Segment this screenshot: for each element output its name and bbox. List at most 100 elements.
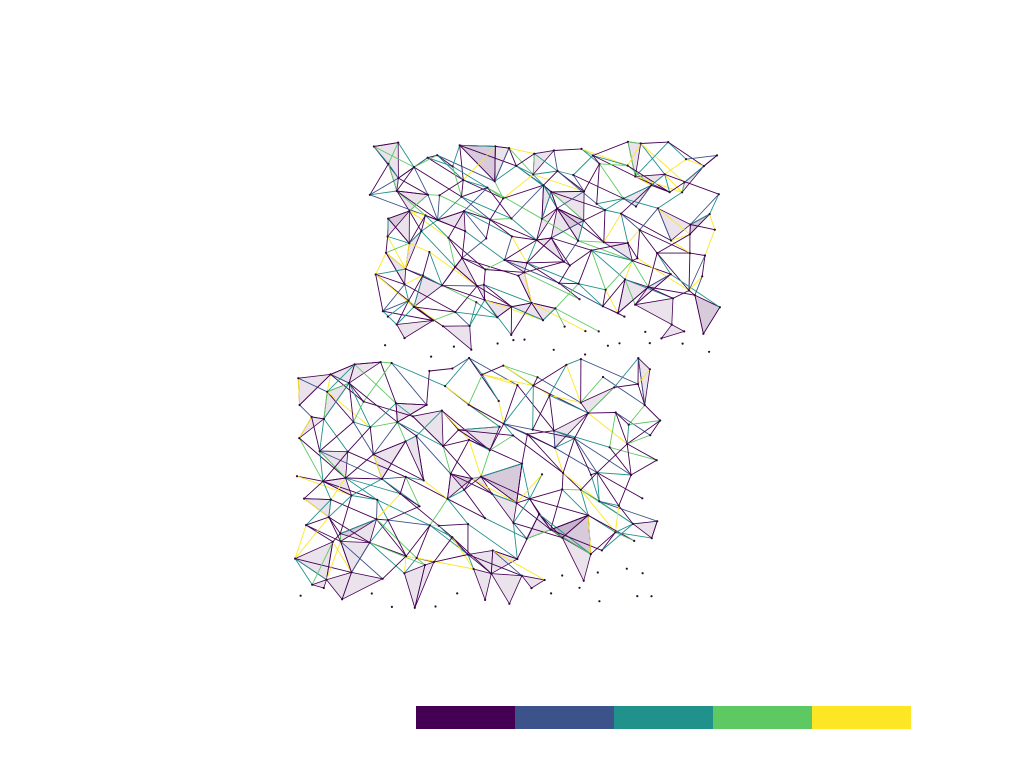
edge bbox=[627, 143, 642, 166]
edge bbox=[416, 410, 443, 437]
edge bbox=[537, 376, 581, 403]
edge bbox=[550, 514, 589, 531]
edge bbox=[385, 236, 389, 253]
edge bbox=[328, 495, 352, 518]
edge bbox=[604, 198, 624, 211]
edge bbox=[489, 435, 514, 451]
node bbox=[530, 301, 533, 304]
node bbox=[633, 539, 636, 543]
edge bbox=[373, 454, 424, 481]
edge bbox=[562, 514, 589, 539]
node bbox=[713, 228, 716, 231]
edge bbox=[549, 394, 581, 404]
node bbox=[341, 598, 344, 601]
node bbox=[381, 577, 384, 580]
edge bbox=[526, 262, 560, 284]
node bbox=[565, 363, 568, 366]
node bbox=[426, 193, 429, 196]
edge bbox=[492, 550, 545, 581]
edge bbox=[690, 224, 715, 231]
node bbox=[540, 473, 544, 476]
edge bbox=[521, 463, 531, 499]
edge bbox=[463, 476, 482, 491]
node bbox=[411, 415, 414, 418]
node bbox=[446, 497, 449, 500]
edge bbox=[423, 480, 448, 500]
edge bbox=[463, 179, 488, 189]
node bbox=[451, 165, 454, 168]
edge bbox=[572, 155, 594, 176]
node bbox=[310, 415, 313, 418]
edge bbox=[511, 184, 544, 219]
node bbox=[516, 384, 519, 387]
edge bbox=[555, 308, 599, 332]
edge bbox=[602, 376, 645, 406]
edge bbox=[574, 438, 598, 473]
node bbox=[482, 283, 485, 286]
node bbox=[432, 561, 435, 564]
edge bbox=[387, 505, 420, 521]
node bbox=[454, 311, 457, 314]
node bbox=[622, 197, 625, 200]
node bbox=[693, 294, 697, 297]
edge bbox=[482, 365, 504, 376]
node bbox=[405, 555, 408, 558]
node bbox=[298, 403, 301, 407]
edge bbox=[563, 261, 571, 266]
edge bbox=[516, 513, 540, 560]
edge bbox=[684, 165, 705, 183]
edge bbox=[529, 488, 563, 500]
edge bbox=[323, 418, 349, 452]
node bbox=[486, 186, 489, 189]
node bbox=[637, 357, 640, 360]
edge bbox=[375, 252, 387, 275]
edge bbox=[482, 374, 534, 387]
edge bbox=[596, 163, 600, 204]
edge bbox=[437, 210, 465, 221]
node bbox=[623, 278, 627, 281]
edge bbox=[413, 166, 462, 198]
node bbox=[434, 605, 437, 608]
node bbox=[587, 514, 590, 517]
node bbox=[687, 289, 691, 292]
node bbox=[516, 557, 519, 561]
node bbox=[520, 462, 524, 465]
node bbox=[625, 567, 628, 570]
node bbox=[463, 210, 466, 213]
node bbox=[424, 214, 427, 217]
edge bbox=[651, 173, 665, 186]
node bbox=[656, 207, 660, 210]
edge bbox=[656, 233, 691, 254]
node bbox=[636, 257, 639, 260]
edge bbox=[624, 260, 633, 280]
edge bbox=[483, 269, 486, 285]
edge bbox=[554, 437, 575, 449]
node bbox=[620, 212, 623, 215]
node bbox=[623, 315, 626, 318]
edge bbox=[471, 478, 517, 504]
node bbox=[579, 358, 583, 361]
edge bbox=[432, 311, 456, 321]
edge bbox=[527, 430, 554, 435]
edge bbox=[461, 238, 487, 259]
edge bbox=[590, 474, 600, 502]
node bbox=[498, 425, 501, 428]
edge bbox=[503, 365, 538, 378]
edge bbox=[562, 472, 600, 502]
edge bbox=[319, 450, 348, 453]
edge bbox=[483, 284, 486, 301]
node bbox=[601, 305, 604, 308]
edge bbox=[451, 536, 492, 574]
node bbox=[598, 600, 601, 603]
node bbox=[481, 373, 484, 376]
edge bbox=[468, 374, 483, 405]
edge bbox=[461, 231, 466, 259]
edge bbox=[516, 153, 535, 167]
edge bbox=[614, 383, 639, 388]
node bbox=[457, 428, 460, 431]
edge bbox=[688, 275, 703, 291]
edge bbox=[328, 516, 342, 542]
edge bbox=[467, 554, 523, 577]
node bbox=[523, 271, 526, 274]
edge bbox=[397, 421, 417, 437]
